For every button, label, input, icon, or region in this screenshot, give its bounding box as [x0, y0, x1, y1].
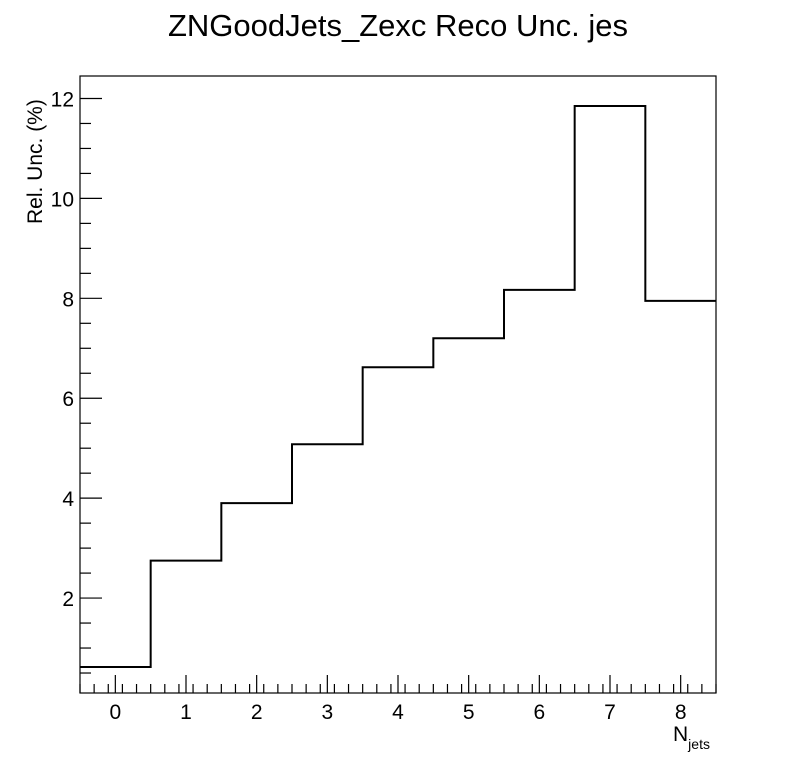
- x-tick-label: 0: [109, 701, 121, 724]
- x-tick-label: 8: [675, 701, 687, 724]
- chart-title: ZNGoodJets_Zexc Reco Unc. jes: [168, 8, 628, 43]
- x-tick-label: 5: [463, 701, 475, 724]
- x-tick-label: 6: [533, 701, 545, 724]
- y-tick-label: 8: [62, 288, 74, 311]
- x-tick-label: 2: [251, 701, 263, 724]
- y-tick-label: 12: [51, 88, 74, 111]
- axis-ticks: [79, 97, 717, 693]
- plot-frame: [79, 75, 717, 694]
- x-axis-label-subscript: jets: [687, 736, 710, 752]
- y-tick-label: 6: [62, 388, 74, 411]
- x-tick-label: 4: [392, 701, 404, 724]
- x-tick-label: 1: [180, 701, 192, 724]
- y-tick-label: 4: [62, 488, 74, 511]
- x-axis-label: Njets: [673, 723, 710, 752]
- histogram-step-line: [80, 104, 716, 669]
- x-tick-label: 3: [321, 701, 333, 724]
- x-tick-label: 7: [604, 701, 616, 724]
- x-axis-label-main: N: [673, 723, 688, 746]
- y-axis-label: Rel. Unc. (%): [24, 99, 47, 224]
- y-tick-label: 2: [62, 588, 74, 611]
- y-tick-label: 10: [51, 188, 74, 211]
